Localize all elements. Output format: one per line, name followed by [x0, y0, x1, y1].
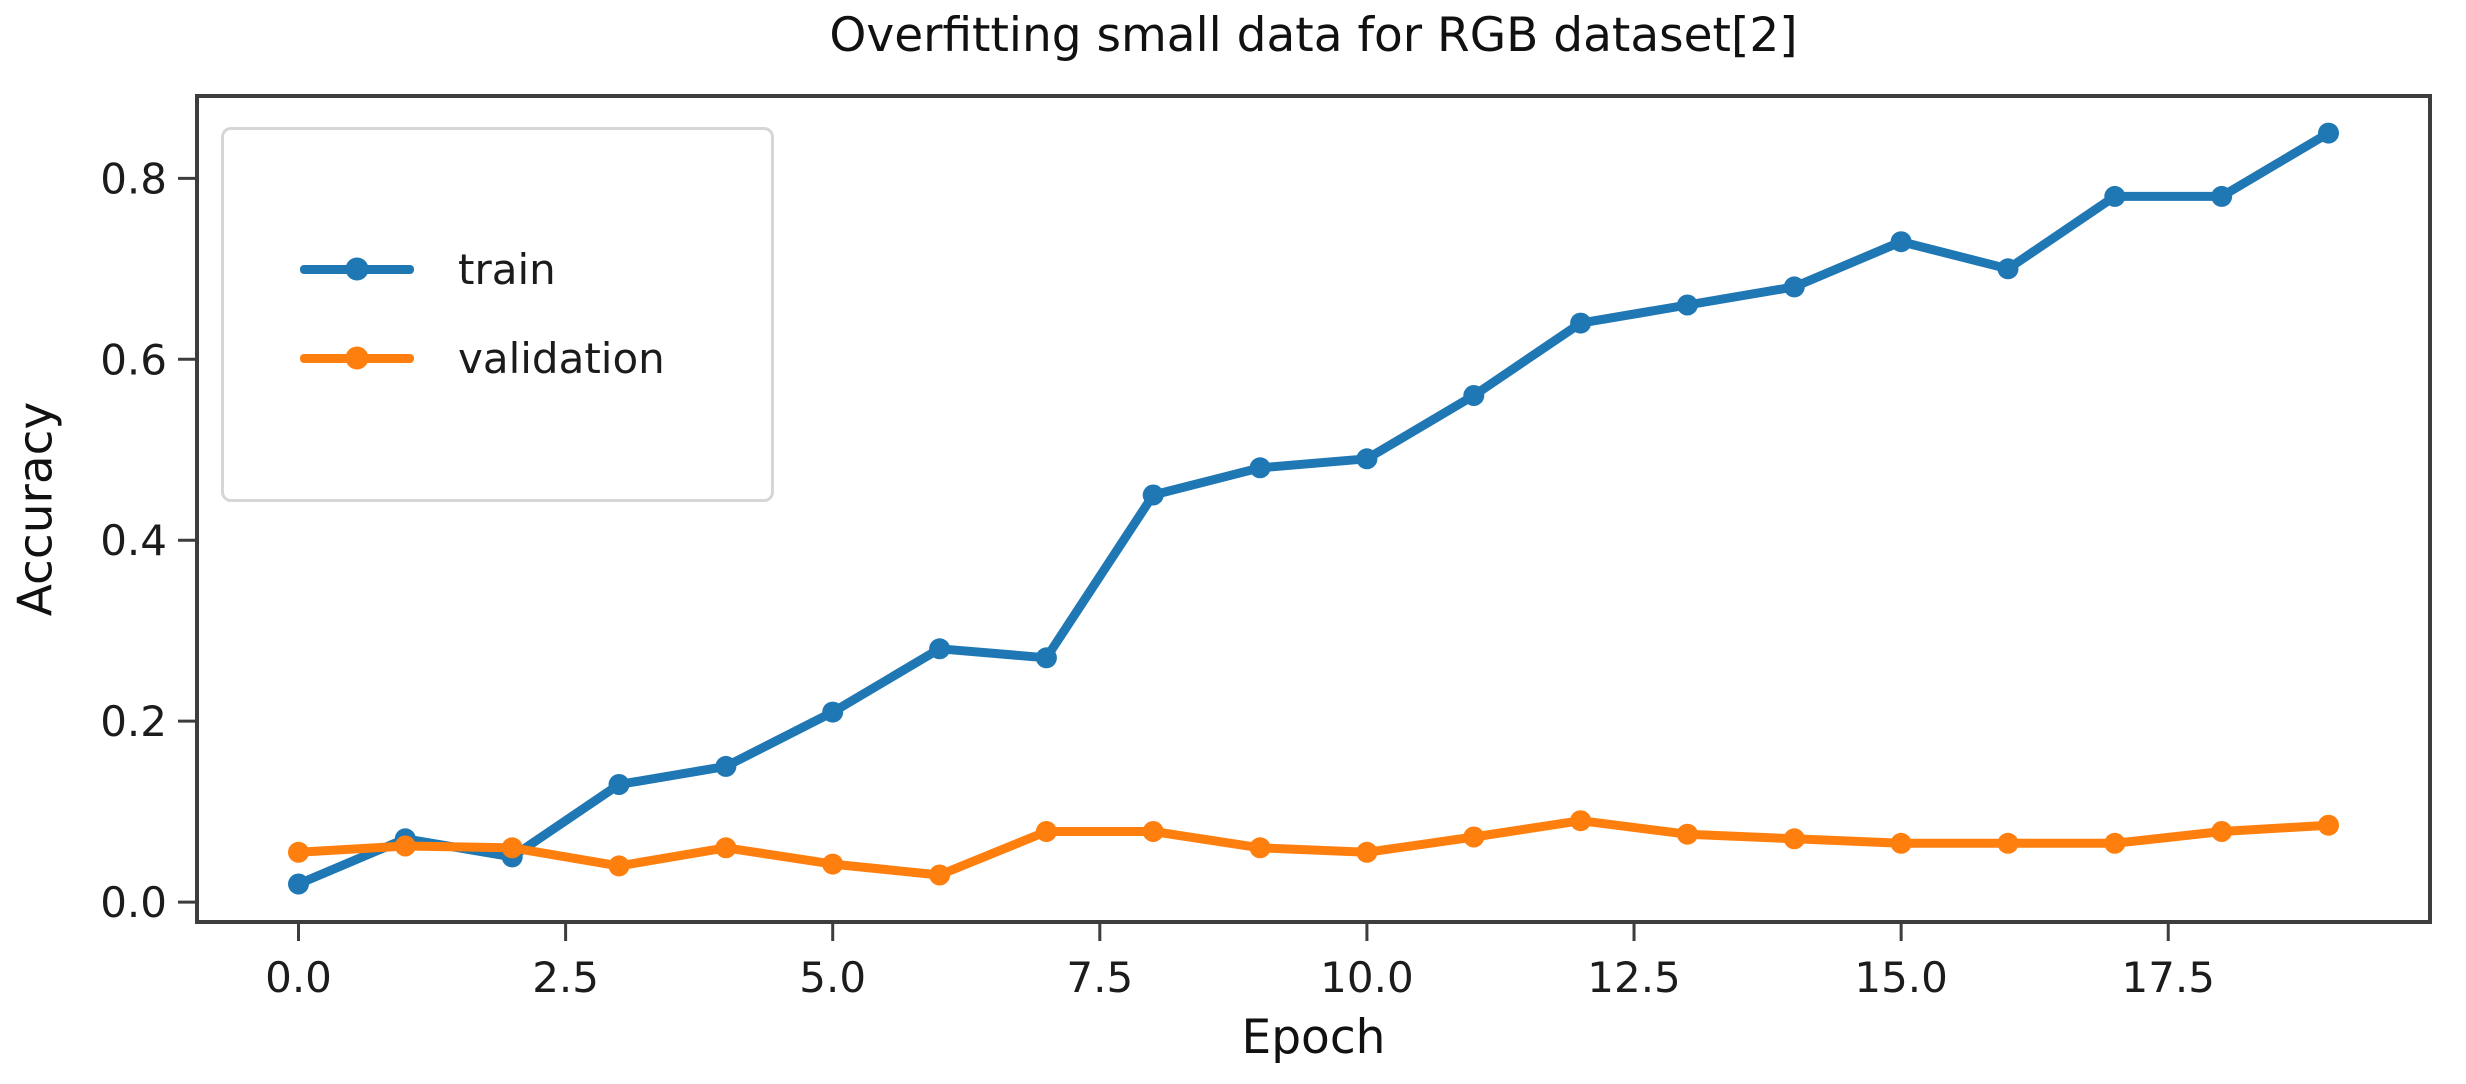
legend-label-train: train: [458, 244, 556, 294]
x-tick-label: 15.0: [1854, 953, 1948, 1002]
y-tick-label: 0.0: [100, 878, 167, 927]
x-tick-label: 0.0: [265, 953, 332, 1002]
validation-marker: [501, 837, 523, 859]
legend-label-validation: validation: [458, 333, 665, 383]
validation-line: [294, 816, 2333, 880]
validation-marker: [1570, 810, 1592, 832]
y-tick-label: 0.6: [100, 335, 167, 384]
train-legend-marker: [345, 257, 369, 281]
train-marker: [1142, 484, 1164, 506]
validation-marker: [1997, 832, 2019, 854]
validation-marker: [1463, 826, 1485, 848]
train-marker: [2104, 185, 2126, 207]
x-tick-label: 10.0: [1320, 953, 1414, 1002]
train-marker: [608, 774, 630, 795]
plot-border: [195, 94, 2432, 924]
validation-legend-line: [300, 346, 414, 370]
validation-marker: [1783, 828, 1805, 850]
x-axis-label: Epoch: [1241, 1010, 1386, 1065]
train-marker: [1356, 448, 1378, 470]
x-tick-label: 12.5: [1587, 953, 1681, 1002]
y-axis-label: Accuracy: [8, 401, 64, 617]
chart-title: Overfitting small data for RGB dataset[2…: [829, 8, 1798, 63]
train-marker: [2211, 185, 2233, 207]
train-line: [294, 128, 2333, 889]
validation-marker: [2104, 832, 2126, 854]
train-marker: [1997, 258, 2019, 280]
legend-box: train validation: [221, 127, 774, 502]
train-legend-line: [300, 257, 414, 281]
train-marker: [1570, 312, 1592, 334]
validation-marker: [1676, 823, 1698, 845]
validation-marker: [1890, 832, 1912, 854]
validation-marker: [929, 864, 951, 886]
validation-marker: [1035, 821, 1057, 842]
validation-marker: [1249, 837, 1271, 859]
y-tick-label: 0.4: [100, 516, 167, 565]
train-marker: [929, 638, 951, 660]
validation-marker: [2318, 814, 2339, 836]
train-marker: [822, 701, 844, 723]
y-tick-label: 0.8: [100, 154, 167, 203]
validation-marker: [608, 855, 630, 877]
x-tick-label: 17.5: [2121, 953, 2215, 1002]
validation-marker: [394, 835, 416, 857]
train-marker: [1676, 294, 1698, 316]
train-marker: [1249, 457, 1271, 479]
train-marker: [1463, 385, 1485, 406]
train-marker: [288, 873, 309, 895]
train-marker: [715, 755, 737, 777]
x-tick-label: 5.0: [799, 953, 866, 1002]
train-marker: [1783, 276, 1805, 298]
y-tick-label: 0.2: [100, 697, 167, 746]
validation-marker: [715, 837, 737, 859]
x-tick-label: 2.5: [532, 953, 599, 1002]
validation-marker: [1356, 841, 1378, 863]
validation-marker: [822, 853, 844, 875]
train-marker: [1890, 231, 1912, 253]
x-tick-label: 7.5: [1066, 953, 1133, 1002]
validation-marker: [2211, 821, 2233, 842]
train-marker: [2318, 122, 2339, 144]
validation-marker: [288, 841, 309, 863]
legend-entry-validation: validation: [300, 326, 665, 390]
validation-legend-marker: [345, 346, 369, 370]
train-marker: [1035, 647, 1057, 669]
legend-entry-train: train: [300, 237, 556, 301]
validation-marker: [1142, 821, 1164, 842]
